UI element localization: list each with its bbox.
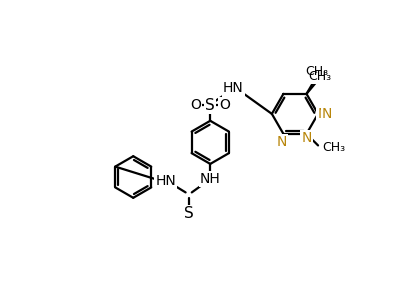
Text: N: N — [301, 132, 312, 145]
Text: HN: HN — [155, 174, 176, 188]
Text: N: N — [322, 107, 332, 121]
Text: NH: NH — [200, 172, 221, 186]
Text: S: S — [206, 98, 215, 113]
Text: N: N — [317, 107, 328, 121]
Text: CH₃: CH₃ — [305, 65, 328, 78]
Text: HN: HN — [223, 82, 244, 95]
Text: S: S — [184, 206, 194, 221]
Text: CH₃: CH₃ — [308, 70, 331, 83]
Text: O: O — [219, 98, 230, 112]
Text: CH₃: CH₃ — [322, 141, 345, 154]
Text: O: O — [190, 98, 201, 112]
Text: N: N — [277, 135, 287, 149]
